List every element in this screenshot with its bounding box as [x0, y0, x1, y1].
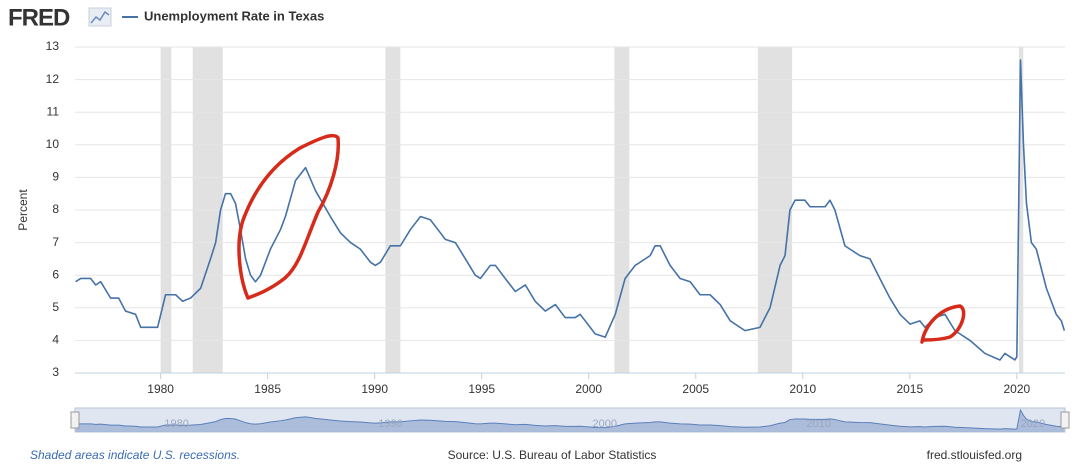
y-tick-label: 4: [52, 333, 59, 347]
x-tick-label: 1990: [361, 382, 388, 396]
y-tick-label: 8: [52, 202, 59, 216]
navigator-tick-label: 1980: [164, 418, 188, 430]
series-line: [75, 59, 1066, 361]
y-tick-label: 3: [52, 365, 59, 379]
x-tick-label: 2010: [789, 382, 816, 396]
y-tick-label: 13: [46, 39, 60, 53]
y-tick-label: 7: [52, 235, 59, 249]
y-tick-label: 6: [52, 267, 59, 281]
x-tick-label: 2020: [1003, 382, 1030, 396]
x-tick-label: 2005: [682, 382, 709, 396]
x-tick-label: 1995: [468, 382, 495, 396]
hand-annotations: [237, 133, 966, 344]
navigator-handle[interactable]: [70, 411, 80, 429]
navigator-line: [75, 408, 1065, 430]
x-tick-label: 1980: [147, 382, 174, 396]
x-tick-label: 2000: [575, 382, 602, 396]
y-axis-label: Percent: [16, 189, 30, 231]
x-tick-label: 2015: [896, 382, 923, 396]
x-tick-label: 1985: [254, 382, 281, 396]
annotation-loop: [237, 133, 341, 300]
legend-label[interactable]: Unemployment Rate in Texas: [144, 8, 324, 23]
annotation-loop: [920, 304, 966, 344]
site-link[interactable]: fred.stlouisfed.org: [927, 448, 1022, 462]
brand-logo[interactable]: FRED: [8, 4, 71, 31]
navigator-tick-label: 2000: [592, 418, 616, 430]
navigator-tick-label: 2020: [1021, 418, 1045, 430]
y-tick-label: 11: [47, 104, 60, 118]
navigator-tick-label: 1990: [378, 418, 402, 430]
source-note: Source: U.S. Bureau of Labor Statistics: [448, 448, 657, 462]
y-tick-label: 9: [52, 170, 59, 184]
logo-icon: [88, 7, 112, 27]
navigator-tick-label: 2010: [807, 418, 831, 430]
y-tick-label: 12: [46, 72, 60, 86]
y-tick-label: 10: [46, 137, 60, 151]
y-tick-label: 5: [52, 300, 59, 314]
navigator-area: [75, 410, 1065, 432]
navigator-handle[interactable]: [1060, 411, 1070, 429]
recession-note: Shaded areas indicate U.S. recessions.: [30, 448, 240, 462]
under-layer: 3 4 5 6 7 8 9 10 11 12 13 1980 1985 1990 1995 2000 2005 2…: [46, 39, 1070, 433]
